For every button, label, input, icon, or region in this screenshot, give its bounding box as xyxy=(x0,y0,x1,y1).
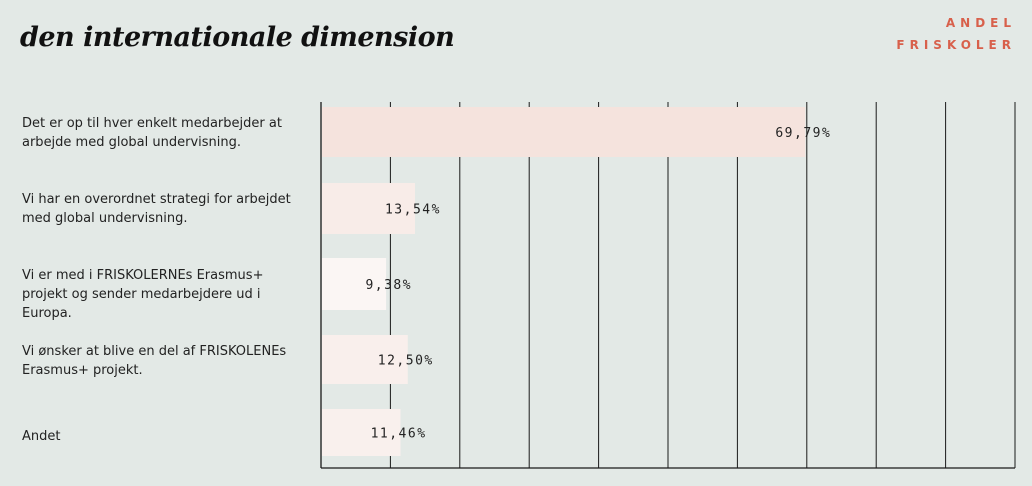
bar xyxy=(322,409,401,456)
legend-line-2: FRISKOLER xyxy=(896,38,1016,52)
category-label: Vi har en overordnet strategi for arbejd… xyxy=(22,192,291,226)
bar xyxy=(322,107,806,157)
category-label: Det er op til hver enkelt medarbejder at… xyxy=(22,116,282,150)
chart-title: den internationale dimension xyxy=(20,22,455,53)
bar xyxy=(322,258,387,310)
bar xyxy=(322,335,408,384)
category-label: Andet xyxy=(22,429,61,444)
data-label: 12,50% xyxy=(378,354,434,369)
legend: ANDEL FRISKOLER xyxy=(896,12,1016,56)
bar xyxy=(322,183,415,234)
legend-line-1: ANDEL xyxy=(945,16,1016,30)
data-label: 13,54% xyxy=(385,203,441,218)
category-label: Vi ønsker at blive en del af FRISKOLENEs… xyxy=(22,344,287,378)
data-label: 69,79% xyxy=(775,126,831,141)
category-label: Vi er med i FRISKOLERNEs Erasmus+ projek… xyxy=(22,268,264,321)
data-label: 9,38% xyxy=(365,278,412,293)
data-label: 11,46% xyxy=(371,427,427,442)
